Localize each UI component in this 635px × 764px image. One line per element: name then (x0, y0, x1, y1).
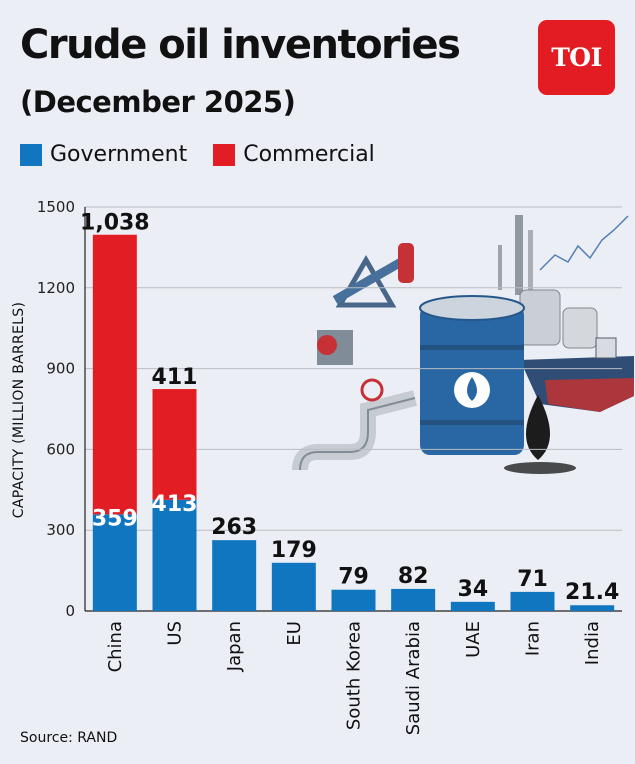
bars: 359 1,038 413 411 263 179 79 82 34 71 21.4 (80, 211, 619, 611)
bar-government (510, 591, 555, 611)
bar-commercial (92, 234, 137, 515)
bar-government (152, 499, 197, 611)
legend-swatch-commercial (213, 143, 236, 166)
data-label-government: 21.4 (565, 580, 619, 605)
trend-line-icon (539, 215, 629, 271)
oil-puddle-icon (504, 462, 576, 474)
y-tick-label: 300 (46, 521, 75, 539)
pipeline-icon (292, 390, 417, 471)
data-label-government: 82 (398, 564, 429, 589)
legend-swatch-government (20, 143, 42, 166)
data-label-government: 34 (458, 577, 489, 602)
chart-subtitle: (December 2025) (20, 85, 296, 119)
data-label-commercial: 411 (152, 365, 198, 390)
source-note: Source: RAND (20, 730, 118, 746)
oil-industry-illustration (292, 215, 634, 474)
valve-wheel-icon (360, 378, 384, 402)
y-tick-label: 0 (65, 602, 75, 620)
pump-wheel-icon (317, 335, 337, 355)
data-label-commercial: 1,038 (80, 211, 150, 236)
x-tick-label: UAE (463, 621, 484, 658)
legend-item-government: Government (20, 142, 187, 167)
y-tick-label: 1200 (37, 279, 75, 297)
data-label-government: 179 (271, 538, 317, 563)
storage-tank-icon (519, 289, 561, 346)
bar-government (271, 562, 316, 611)
oil-drop-emblem-icon (467, 377, 477, 401)
refinery-tower-icon (528, 230, 533, 295)
barrel-lid-icon (419, 295, 525, 321)
x-tick-label: South Korea (344, 621, 365, 730)
data-label-government: 413 (152, 492, 198, 517)
bar-government (92, 514, 137, 611)
barrel-ring-icon (420, 420, 524, 425)
bar-government (331, 589, 376, 611)
barrel-ring-icon (420, 345, 524, 350)
data-label-government: 359 (92, 506, 138, 531)
bar-government (450, 601, 495, 611)
x-tick-label: US (165, 621, 186, 646)
legend: Government Commercial (20, 142, 401, 167)
data-label-government: 71 (517, 567, 548, 592)
legend-item-commercial: Commercial (213, 142, 375, 167)
refinery-tower-icon (515, 215, 523, 295)
chart-title: Crude oil inventories (20, 22, 461, 68)
pumpjack-head-icon (398, 243, 414, 283)
x-tick-label: EU (284, 621, 305, 646)
x-tick-label: China (105, 621, 126, 672)
y-tick-label: 600 (46, 440, 75, 458)
refinery-tower-icon (498, 245, 502, 290)
bar-government (391, 588, 436, 611)
storage-tank-icon (562, 307, 598, 349)
pumpjack-icon (335, 255, 397, 308)
data-label-government: 263 (211, 515, 257, 540)
y-axis-ticks: 0 300 600 900 1200 1500 (37, 198, 75, 620)
x-tick-label: Saudi Arabia (403, 621, 424, 735)
oil-drop-icon (526, 395, 550, 460)
bar-commercial (152, 389, 197, 500)
logo-text: TOI (551, 43, 602, 72)
data-label-government: 79 (338, 565, 369, 590)
bar-government (212, 540, 257, 611)
pipeline-outline-icon (299, 397, 416, 471)
bar-government (570, 605, 615, 611)
tanker-hull-icon (545, 378, 634, 412)
toi-logo: TOI (538, 20, 615, 95)
legend-label-government: Government (50, 142, 188, 167)
x-tick-label: India (582, 621, 603, 665)
x-tick-label: Japan (224, 621, 245, 672)
ship-bridge-icon (595, 337, 617, 359)
x-axis-labels: China US Japan EU South Korea Saudi Arabia UAE… (105, 621, 603, 735)
pumpjack-beam-icon (332, 254, 411, 304)
y-tick-label: 900 (46, 360, 75, 378)
x-tick-label: Iran (523, 621, 544, 656)
y-tick-label: 1500 (37, 198, 75, 216)
legend-label-commercial: Commercial (243, 142, 375, 167)
